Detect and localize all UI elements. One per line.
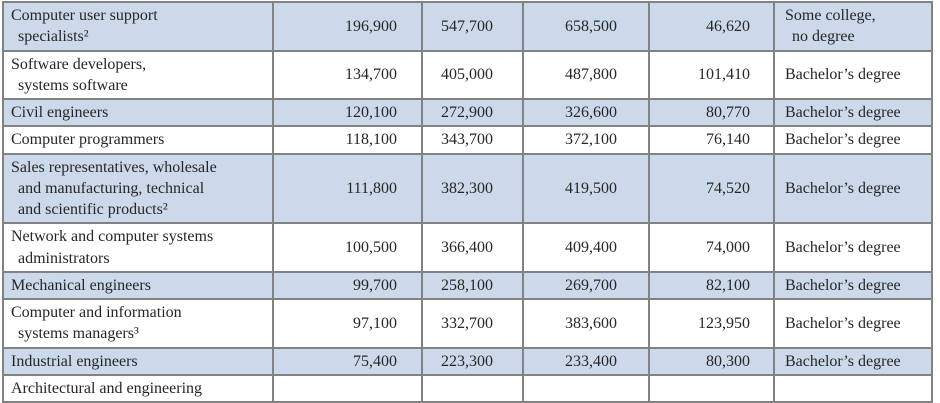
table-row: Computer and information systems manager… (2, 298, 933, 349)
value-cell: 80,300 (648, 346, 775, 376)
education-cell: Bachelor’s degree (773, 125, 933, 155)
value-cell: 99,700 (272, 270, 423, 301)
value-cell (522, 373, 650, 403)
occupation-cell: Civil engineers (2, 98, 274, 128)
education-cell: Bachelor’s degree (773, 270, 933, 301)
value-cell: 405,000 (421, 49, 524, 101)
occupation-cell: Mechanical engineers (2, 270, 274, 301)
value-cell: 547,700 (421, 1, 524, 52)
value-cell: 487,800 (522, 49, 650, 101)
value-cell: 419,500 (522, 152, 650, 225)
value-cell: 326,600 (522, 98, 650, 128)
value-cell (648, 373, 775, 403)
table-row: Industrial engineers 75,400 223,300 233,… (2, 346, 933, 376)
table-row: Computer user support specialists² 196,9… (2, 1, 933, 52)
value-cell: 134,700 (272, 49, 423, 101)
occupation-cell: Network and computer systems administrat… (2, 222, 274, 273)
education-cell: Bachelor’s degree (773, 298, 933, 349)
table-row: Mechanical engineers 99,700 258,100 269,… (2, 270, 933, 301)
education-cell: Bachelor’s degree (773, 49, 933, 101)
value-cell: 74,520 (648, 152, 775, 225)
value-cell: 258,100 (421, 270, 524, 301)
value-cell (272, 373, 423, 403)
education-cell: Bachelor’s degree (773, 222, 933, 273)
value-cell: 97,100 (272, 298, 423, 349)
value-cell: 76,140 (648, 125, 775, 155)
value-cell: 100,500 (272, 222, 423, 273)
value-cell: 223,300 (421, 346, 524, 376)
value-cell: 272,900 (421, 98, 524, 128)
value-cell: 118,100 (272, 125, 423, 155)
value-cell: 75,400 (272, 346, 423, 376)
table-row: Network and computer systems administrat… (2, 222, 933, 273)
value-cell: 332,700 (421, 298, 524, 349)
value-cell: 82,100 (648, 270, 775, 301)
value-cell: 658,500 (522, 1, 650, 52)
occupation-cell: Software developers, systems software (2, 49, 274, 101)
value-cell: 343,700 (421, 125, 524, 155)
occupation-cell: Sales representatives, wholesale and man… (2, 152, 274, 225)
value-cell: 382,300 (421, 152, 524, 225)
value-cell: 372,100 (522, 125, 650, 155)
occupation-cell: Computer user support specialists² (2, 1, 274, 52)
value-cell: 409,400 (522, 222, 650, 273)
occupation-cell: Industrial engineers (2, 346, 274, 376)
value-cell: 383,600 (522, 298, 650, 349)
occupation-cell: Computer programmers (2, 125, 274, 155)
table-row: Architectural and engineering (2, 373, 933, 403)
table-row: Computer programmers 118,100 343,700 372… (2, 125, 933, 155)
value-cell: 123,950 (648, 298, 775, 349)
value-cell: 46,620 (648, 1, 775, 52)
table-row: Sales representatives, wholesale and man… (2, 152, 933, 225)
education-cell: Bachelor’s degree (773, 98, 933, 128)
value-cell: 101,410 (648, 49, 775, 101)
occupation-cell: Architectural and engineering (2, 373, 274, 403)
value-cell: 74,000 (648, 222, 775, 273)
table-row: Civil engineers 120,100 272,900 326,600 … (2, 98, 933, 128)
value-cell: 196,900 (272, 1, 423, 52)
value-cell: 233,400 (522, 346, 650, 376)
value-cell: 269,700 (522, 270, 650, 301)
education-cell: Some college, no degree (773, 1, 933, 52)
education-cell (773, 373, 933, 403)
value-cell: 111,800 (272, 152, 423, 225)
education-cell: Bachelor’s degree (773, 346, 933, 376)
value-cell (421, 373, 524, 403)
value-cell: 120,100 (272, 98, 423, 128)
table-row: Software developers, systems software 13… (2, 49, 933, 101)
occupation-cell: Computer and information systems manager… (2, 298, 274, 349)
value-cell: 80,770 (648, 98, 775, 128)
value-cell: 366,400 (421, 222, 524, 273)
education-cell: Bachelor’s degree (773, 152, 933, 225)
